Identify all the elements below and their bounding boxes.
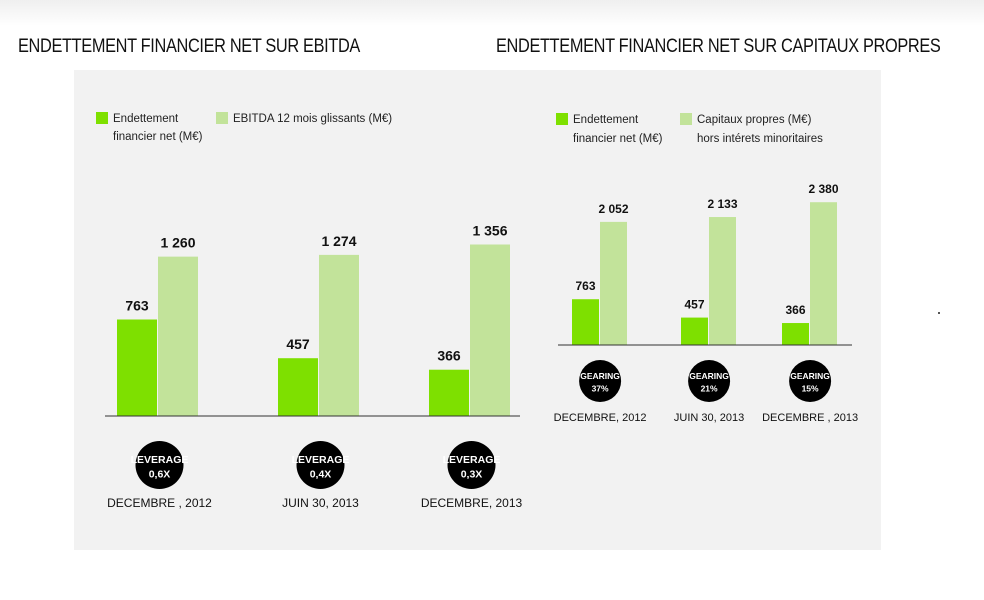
chart2-legend-swatch-1: [556, 113, 568, 125]
chart1-badge-label-1: LEVERAGE: [131, 454, 189, 466]
chart2-badge-label-2: GEARING: [689, 371, 729, 381]
chart2-value-label-2-2: 2 133: [707, 197, 737, 211]
chart1-category-label-1: DECEMBRE , 2012: [107, 496, 212, 510]
chart1-value-label-1-2: 457: [286, 336, 310, 352]
top-shade: [0, 0, 984, 26]
chart1-value-label-2-2: 1 274: [321, 233, 356, 249]
chart1-bar-2-1: [158, 256, 198, 416]
chart1-value-label-2-1: 1 260: [160, 235, 195, 251]
chart2-category-label-3: DECEMBRE , 2013: [762, 412, 858, 424]
chart2-value-label-2-3: 2 380: [808, 182, 838, 196]
chart2-badge-2: [688, 360, 731, 402]
chart2-legend-label-2: hors intérets minoritaires: [697, 133, 823, 145]
chart1-badge-3: [447, 441, 496, 489]
chart2-value-label-1-1: 763: [575, 279, 595, 293]
chart1-badge-label-3: LEVERAGE: [443, 454, 501, 466]
chart1-badge-value-1: 0,6X: [149, 469, 171, 481]
chart1-legend-swatch-1: [96, 112, 108, 124]
chart2-bar-2-1: [600, 221, 627, 345]
chart2-bar-1-1: [572, 299, 599, 345]
chart1-value-label-1-1: 763: [125, 298, 149, 314]
chart1-legend-label-1: financier net (M€): [113, 131, 203, 143]
chart1-bar-2-3: [470, 244, 510, 416]
chart2-legend-label-2: Capitaux propres (M€): [697, 114, 812, 126]
chart2-bar-1-2: [681, 317, 708, 345]
chart2-badge-1: [579, 360, 622, 402]
chart2-legend-label-1: Endettement: [573, 114, 639, 126]
chart1-badge-value-2: 0,4X: [310, 469, 332, 481]
chart-heading-ebitda: ENDETTEMENT FINANCIER NET SUR EBITDA: [18, 36, 360, 57]
chart2-category-label-2: JUIN 30, 2013: [674, 412, 744, 424]
chart2-value-label-2-1: 2 052: [598, 202, 628, 216]
chart1-legend-label-2: EBITDA 12 mois glissants (M€): [233, 113, 392, 125]
chart2-bar-1-3: [782, 323, 809, 345]
chart2-badge-label-1: GEARING: [580, 371, 620, 381]
chart1-badge-2: [296, 441, 345, 489]
chart1-category-label-2: JUIN 30, 2013: [282, 496, 359, 510]
chart1-bar-1-1: [117, 319, 157, 416]
chart1-category-label-3: DECEMBRE, 2013: [421, 496, 523, 510]
chart1-badge-label-2: LEVERAGE: [292, 454, 350, 466]
chart1-bar-2-2: [319, 254, 359, 416]
chart2-bar-2-2: [709, 217, 736, 345]
chart1-badge-value-3: 0,3X: [461, 469, 483, 481]
chart2-badge-value-1: 37%: [592, 384, 609, 394]
chart2-category-label-1: DECEMBRE, 2012: [554, 412, 647, 424]
chart1-legend-swatch-2: [216, 112, 228, 124]
chart1-value-label-2-3: 1 356: [472, 223, 507, 239]
chart2-value-label-1-2: 457: [684, 298, 704, 312]
chart1-badge-1: [135, 441, 184, 489]
chart2-badge-label-3: GEARING: [790, 371, 830, 381]
chart2-value-label-1-3: 366: [785, 303, 805, 317]
chart1-bar-1-3: [429, 369, 469, 416]
chart2-bar-2-3: [810, 202, 837, 345]
chart2-legend-label-1: financier net (M€): [573, 133, 663, 145]
chart1-value-label-1-3: 366: [437, 348, 461, 364]
chart2-badge-value-2: 21%: [701, 384, 718, 394]
chart2-badge-value-3: 15%: [802, 384, 819, 394]
chart1-legend-label-1: Endettement: [113, 113, 179, 125]
chart2-legend-swatch-2: [680, 113, 692, 125]
stray-dot: [938, 312, 940, 314]
chart2-badge-3: [789, 360, 832, 402]
chart-heading-equity: ENDETTEMENT FINANCIER NET SUR CAPITAUX P…: [496, 36, 941, 57]
chart1-bar-1-2: [278, 358, 318, 416]
